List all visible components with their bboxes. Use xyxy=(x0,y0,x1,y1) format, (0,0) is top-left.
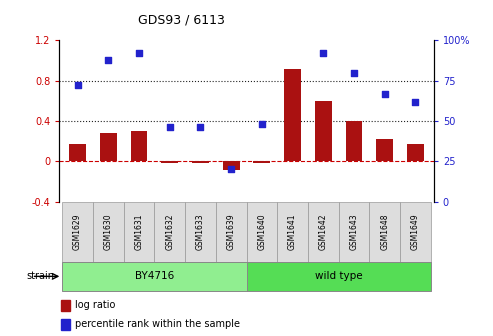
Text: BY4716: BY4716 xyxy=(135,271,174,281)
Bar xyxy=(315,101,332,161)
Text: GSM1640: GSM1640 xyxy=(257,213,266,250)
Bar xyxy=(369,202,400,262)
Point xyxy=(319,50,327,56)
Bar xyxy=(61,300,70,311)
Point xyxy=(105,57,112,62)
Point xyxy=(73,83,81,88)
Bar xyxy=(62,262,246,291)
Text: GSM1643: GSM1643 xyxy=(350,213,358,250)
Point xyxy=(135,50,143,56)
Bar xyxy=(62,202,93,262)
Bar xyxy=(400,202,431,262)
Bar xyxy=(61,319,70,330)
Text: log ratio: log ratio xyxy=(75,300,115,310)
Text: GSM1649: GSM1649 xyxy=(411,213,420,250)
Point xyxy=(197,125,205,130)
Text: GSM1630: GSM1630 xyxy=(104,213,113,250)
Bar xyxy=(100,133,117,161)
Bar xyxy=(308,202,339,262)
Text: GSM1648: GSM1648 xyxy=(380,214,389,250)
Text: GSM1642: GSM1642 xyxy=(319,214,328,250)
Bar xyxy=(131,131,147,161)
Point xyxy=(288,25,296,30)
Bar xyxy=(284,69,301,161)
Text: GSM1633: GSM1633 xyxy=(196,213,205,250)
Text: GSM1631: GSM1631 xyxy=(135,214,143,250)
Text: wild type: wild type xyxy=(315,271,362,281)
Bar xyxy=(154,202,185,262)
Bar xyxy=(246,262,431,291)
Bar xyxy=(69,144,86,161)
Bar xyxy=(185,202,216,262)
Bar xyxy=(407,144,424,161)
Point xyxy=(166,125,174,130)
Bar xyxy=(346,121,362,161)
Bar xyxy=(253,161,270,163)
Point xyxy=(227,167,235,172)
Point xyxy=(381,91,388,96)
Bar xyxy=(192,161,209,163)
Bar xyxy=(124,202,154,262)
Bar xyxy=(161,161,178,163)
Text: strain: strain xyxy=(26,271,54,281)
Text: GDS93 / 6113: GDS93 / 6113 xyxy=(138,14,225,27)
Bar xyxy=(339,202,369,262)
Bar xyxy=(277,202,308,262)
Bar xyxy=(93,202,124,262)
Point xyxy=(258,122,266,127)
Bar xyxy=(223,161,240,170)
Text: GSM1639: GSM1639 xyxy=(227,213,236,250)
Bar xyxy=(376,139,393,161)
Point xyxy=(350,70,358,75)
Text: GSM1629: GSM1629 xyxy=(73,214,82,250)
Text: GSM1641: GSM1641 xyxy=(288,214,297,250)
Text: percentile rank within the sample: percentile rank within the sample xyxy=(75,319,240,329)
Bar xyxy=(246,202,277,262)
Bar xyxy=(216,202,246,262)
Text: GSM1632: GSM1632 xyxy=(165,214,174,250)
Point xyxy=(412,99,420,104)
